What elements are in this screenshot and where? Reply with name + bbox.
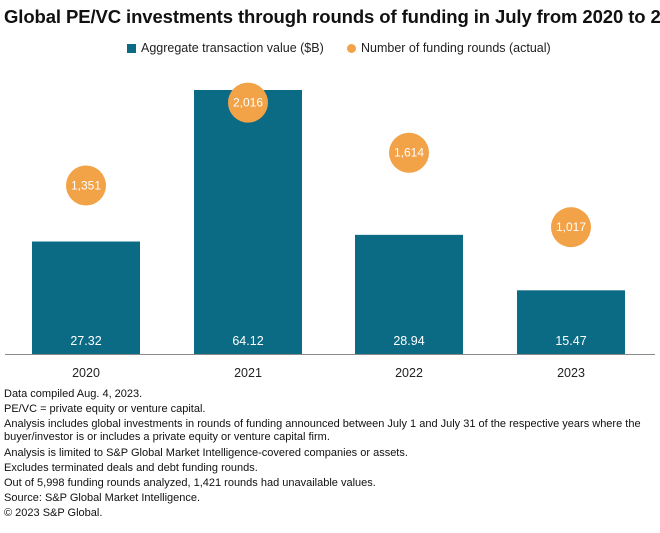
round-label-2022: 1,614 — [394, 146, 424, 160]
bar-label-2021: 64.12 — [232, 334, 263, 348]
bar-label-2023: 15.47 — [555, 334, 586, 348]
note-source: Source: S&P Global Market Intelligence. — [4, 492, 201, 505]
x-tick-2021: 2021 — [234, 366, 262, 380]
note-compiled: Data compiled Aug. 4, 2023. — [4, 388, 143, 400]
note-unavailable-values: Out of 5,998 funding rounds analyzed, 1,… — [4, 476, 376, 489]
legend: Aggregate transaction value ($B) Number … — [0, 41, 660, 57]
bar-label-2022: 28.94 — [393, 334, 424, 348]
round-label-2023: 1,017 — [556, 220, 586, 234]
chart-plot: 27.32 1,351 2020 64.12 2,016 2021 28.94 1,614 20… — [5, 82, 655, 380]
note-pevc-definition: PE/VC = private equity or venture capita… — [4, 403, 206, 416]
note-copyright: © 2023 S&P Global. — [4, 507, 103, 520]
legend-item-funding-rounds: Number of funding rounds (actual) — [347, 41, 551, 55]
round-dot-2021 — [228, 82, 268, 123]
round-dot-2020 — [66, 165, 106, 206]
round-dot-2023 — [551, 207, 591, 248]
bar-2023 — [517, 290, 625, 354]
bar-2021 — [194, 90, 302, 354]
bar-2020 — [32, 241, 140, 354]
x-tick-2023: 2023 — [557, 366, 585, 380]
note-coverage: Analysis is limited to S&P Global Market… — [4, 446, 408, 459]
legend-swatch-dot — [347, 43, 356, 53]
x-tick-2020: 2020 — [72, 366, 100, 380]
legend-label-funding-rounds: Number of funding rounds (actual) — [361, 41, 551, 55]
bar-label-2020: 27.32 — [70, 334, 101, 348]
note-analysis-scope: Analysis includes global investments in … — [4, 418, 641, 444]
note-exclusions: Excludes terminated deals and debt fundi… — [4, 461, 258, 474]
legend-item-transaction-value: Aggregate transaction value ($B) — [127, 41, 324, 55]
footnotes: Data compiled Aug. 4, 2023. PE/VC = priv… — [4, 388, 656, 523]
legend-label-transaction-value: Aggregate transaction value ($B) — [141, 41, 324, 55]
round-dot-2022 — [389, 132, 429, 173]
bar-2022 — [355, 234, 463, 354]
round-label-2021: 2,016 — [233, 96, 263, 110]
legend-swatch-bar — [127, 43, 136, 53]
round-label-2020: 1,351 — [71, 179, 101, 193]
x-tick-2022: 2022 — [395, 366, 423, 380]
chart-title: Global PE/VC investments through rounds … — [4, 6, 660, 27]
